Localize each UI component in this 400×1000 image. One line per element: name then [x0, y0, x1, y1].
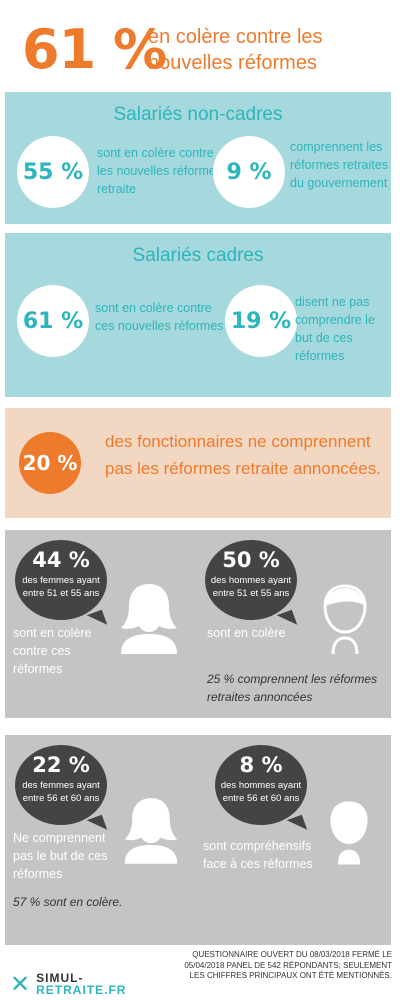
panel-cadres: Salariés cadres 61 % sont en colère cont…: [5, 233, 391, 397]
stat-text-22: Ne comprennent pas le but de ces réforme…: [13, 831, 108, 881]
stat-note-57: 57 % sont en colère.: [13, 895, 123, 909]
survey-footnote: Questionnaire ouvert du 08/03/2018 fermé…: [184, 950, 392, 980]
stat-sub-50: des hommes ayant entre 51 et 55 ans: [210, 575, 292, 599]
header: 61 % en colère contre les nouvelles réfo…: [0, 0, 400, 90]
stat-text-50: sont en colère: [207, 626, 286, 640]
stat-value-22: 22 %: [32, 753, 90, 777]
stat-text-44: sont en colère contre ces réformes: [13, 626, 92, 676]
stat-sub-22: des femmes ayant entre 56 et 60 ans: [22, 780, 100, 804]
stat-text-20: des fonctionnaires ne comprennent pas le…: [105, 432, 381, 478]
logo-words: SIMUL- RETRAITE.FR: [36, 972, 126, 996]
man-avatar-icon: [330, 801, 368, 865]
panel-fonctionnaires: 20 % des fonctionnaires ne comprennent p…: [5, 408, 391, 518]
panel-title-cadres: Salariés cadres: [132, 245, 264, 266]
stat-value-44: 44 %: [32, 548, 90, 572]
stat-circle-9: 9 %: [213, 136, 285, 208]
woman-avatar-icon: [121, 584, 177, 654]
stat-circle-19: 19 %: [225, 285, 297, 357]
logo-line2: RETRAITE.FR: [36, 983, 127, 997]
close-x-logo-icon: ✕: [10, 970, 31, 998]
stat-note-25: 25 % comprennent les réformes retraites …: [207, 672, 378, 704]
panel-title-non-cadres: Salariés non-cadres: [113, 104, 283, 125]
header-percent: 61 %: [22, 18, 167, 81]
header-text: en colère contre les nouvelles réformes: [148, 26, 323, 74]
stat-circle-61: 61 %: [17, 285, 89, 357]
panel-non-cadres: Salariés non-cadres 55 % sont en colère …: [5, 92, 391, 224]
panel-age-51-55: 44 % des femmes ayant entre 51 et 55 ans…: [5, 530, 391, 718]
simul-retraite-logo[interactable]: ✕ SIMUL- RETRAITE.FR: [10, 972, 126, 996]
man-avatar-icon: [323, 584, 367, 655]
stat-value-50: 50 %: [222, 548, 280, 572]
stat-text-61: sont en colère contre ces nouvelles réfo…: [95, 301, 224, 333]
stat-sub-8: des hommes ayant entre 56 et 60 ans: [220, 780, 302, 804]
stat-text-8: sont compréhensifs face à ces réformes: [203, 839, 313, 871]
stat-sub-44: des femmes ayant entre 51 et 55 ans: [22, 575, 100, 599]
speech-bubble-men-56-60: 8 % des hommes ayant entre 56 et 60 ans: [215, 745, 307, 825]
stat-text-9: comprennent les réformes retraites du go…: [290, 140, 388, 190]
stat-circle-20: 20 %: [19, 432, 81, 494]
stat-text-55: sont en colère contre les nouvelles réfo…: [97, 146, 223, 196]
speech-bubble-men-51-55: 50 % des hommes ayant entre 51 et 55 ans: [205, 540, 297, 620]
stat-text-19: disent ne pas comprendre le but de ces r…: [295, 295, 375, 363]
panel-age-56-60: 22 % des femmes ayant entre 56 et 60 ans…: [5, 735, 391, 945]
speech-bubble-women-51-55: 44 % des femmes ayant entre 51 et 55 ans: [15, 540, 107, 620]
woman-avatar-icon: [124, 798, 178, 864]
stat-value-8: 8 %: [239, 753, 283, 777]
stat-circle-55: 55 %: [17, 136, 89, 208]
speech-bubble-women-56-60: 22 % des femmes ayant entre 56 et 60 ans: [15, 745, 107, 825]
logo-line1: SIMUL-: [36, 971, 84, 985]
